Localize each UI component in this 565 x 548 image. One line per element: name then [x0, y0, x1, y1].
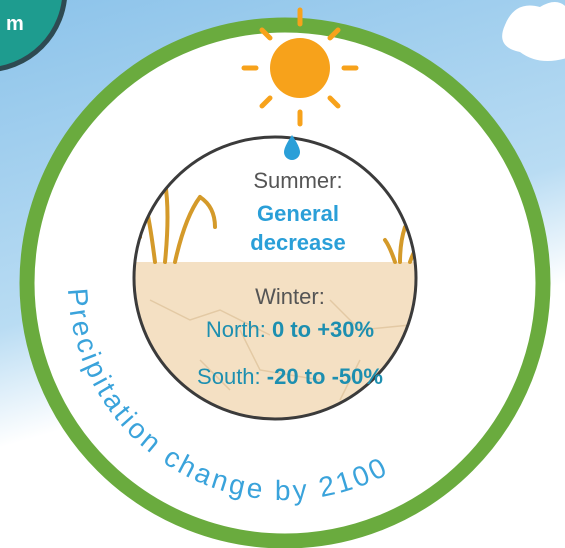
cloud: [502, 2, 565, 61]
winter: Winter: North: 0 to +30% South: -20 to -…: [197, 284, 383, 389]
summer: Summer: General decrease: [250, 168, 345, 255]
sun: [241, 7, 359, 127]
badge: [0, 0, 67, 72]
north-value: 0 to +30%: [272, 317, 374, 342]
north-label: North:: [206, 317, 266, 342]
winter-label: Winter:: [255, 284, 325, 309]
drop: [284, 135, 300, 160]
summer-value: decrease: [250, 230, 345, 255]
inner-circle: [132, 135, 418, 421]
summer-label: Summer:: [253, 168, 342, 193]
badge-text: m: [6, 13, 24, 35]
north-line: North: 0 to +30%: [206, 317, 374, 342]
south-line: South: -20 to -50%: [197, 364, 383, 389]
summer-value: General: [257, 201, 339, 226]
south-value: -20 to -50%: [267, 364, 383, 389]
south-label: South:: [197, 364, 261, 389]
